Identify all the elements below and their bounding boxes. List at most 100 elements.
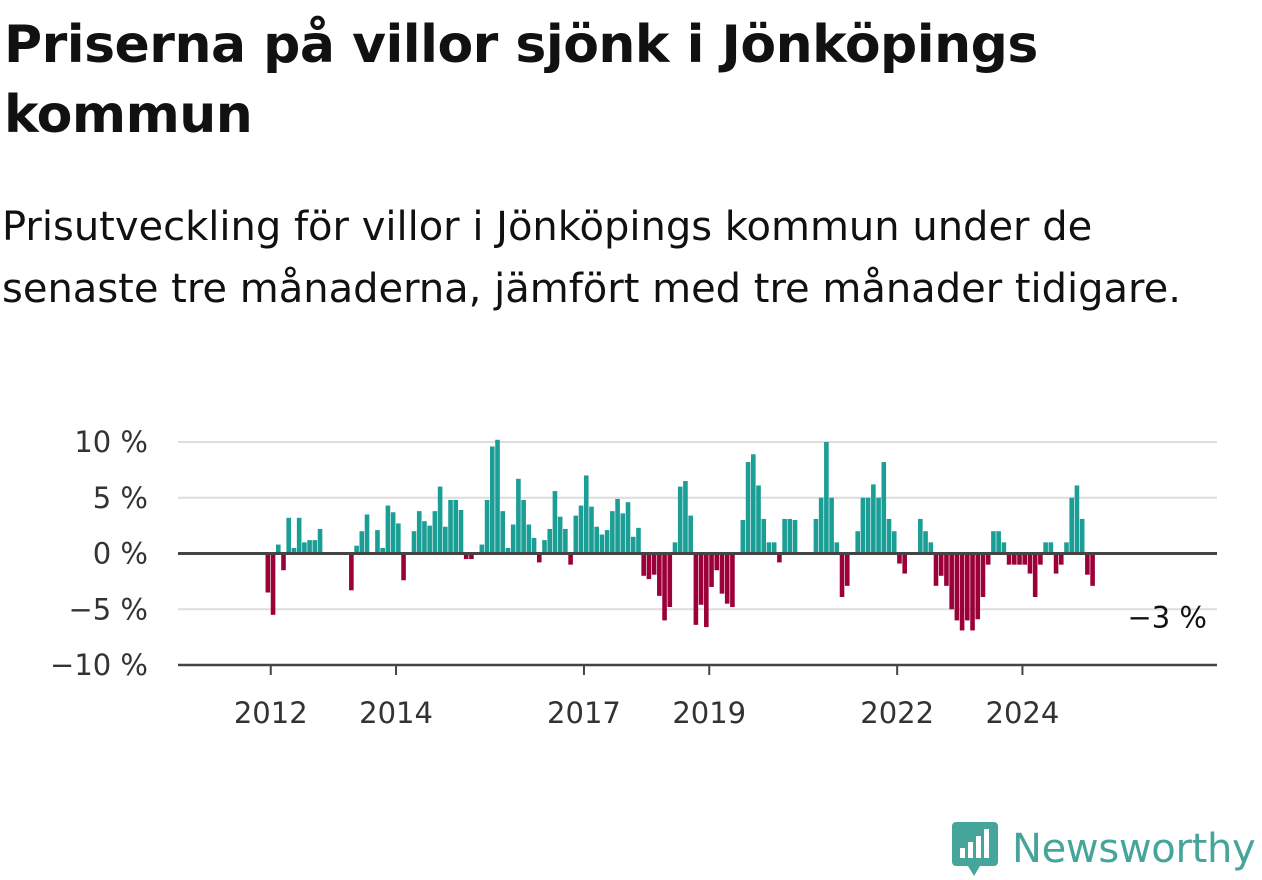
- bar: [1027, 553, 1033, 574]
- end-value-label: −3 %: [1127, 600, 1207, 634]
- bar: [349, 553, 354, 591]
- bar: [1017, 553, 1022, 565]
- bar: [380, 547, 385, 554]
- bar: [302, 542, 307, 554]
- bar: [500, 511, 506, 554]
- bar: [782, 518, 787, 554]
- bar: [594, 526, 599, 554]
- bar: [745, 462, 751, 554]
- bar: [860, 497, 866, 554]
- bar: [991, 531, 996, 554]
- bar: [719, 553, 725, 594]
- bar: [1074, 485, 1080, 554]
- bar: [599, 534, 605, 554]
- bar: [740, 520, 746, 554]
- bar: [651, 553, 657, 575]
- bar: [709, 553, 714, 587]
- bar: [829, 497, 834, 554]
- bar: [672, 542, 678, 554]
- bar: [270, 553, 276, 615]
- chart-subtitle: Prisutveckling för villor i Jönköpings k…: [2, 204, 1181, 312]
- bar: [390, 512, 396, 554]
- brand: Newsworthy: [950, 818, 1256, 880]
- bar: [443, 526, 448, 554]
- bar: [385, 505, 391, 554]
- bar: [683, 481, 688, 554]
- bar: [761, 518, 767, 554]
- bar: [928, 542, 934, 554]
- y-tick-label: 0 %: [93, 537, 148, 571]
- bar: [557, 516, 563, 554]
- bar: [965, 553, 970, 621]
- bar: [573, 515, 579, 554]
- bar: [484, 499, 490, 554]
- bar: [688, 515, 693, 554]
- bar: [312, 540, 318, 554]
- bar-chart: 10 % 5 % 0 % −5 % −10 % 2012 2014 2017 2019 2022 2…: [50, 425, 1217, 730]
- bar: [469, 553, 474, 560]
- bar: [693, 553, 699, 625]
- bar: [281, 553, 286, 571]
- y-tick-label: 5 %: [93, 481, 148, 515]
- bar: [1069, 497, 1075, 554]
- bar: [646, 553, 652, 580]
- bar: [949, 553, 954, 610]
- bar: [777, 553, 782, 563]
- bar: [463, 553, 469, 560]
- bar: [871, 484, 876, 554]
- bar: [641, 553, 646, 576]
- newsworthy-logo-icon: [952, 822, 998, 876]
- bar: [698, 553, 704, 605]
- bar: [458, 510, 464, 554]
- bar: [317, 528, 323, 554]
- bar: [771, 542, 777, 554]
- bar: [730, 553, 735, 608]
- bar: [286, 517, 292, 554]
- x-tick-label: 2014: [359, 696, 433, 730]
- bar: [531, 537, 537, 554]
- bar: [1043, 542, 1048, 554]
- bar: [490, 446, 495, 554]
- bar: [630, 536, 636, 554]
- bar: [291, 547, 297, 554]
- bar: [1085, 553, 1090, 575]
- bar: [756, 485, 761, 554]
- bar: [610, 511, 615, 554]
- y-tick-label: 10 %: [74, 425, 148, 459]
- bar: [855, 531, 860, 554]
- bar: [886, 518, 892, 554]
- bar: [536, 553, 542, 563]
- x-tick-label: 2019: [672, 696, 746, 730]
- bar: [521, 499, 526, 554]
- bar: [1012, 553, 1017, 565]
- bar: [766, 542, 772, 554]
- bar: [359, 531, 365, 554]
- bar: [944, 553, 949, 586]
- bar: [563, 528, 568, 554]
- bar: [625, 502, 631, 554]
- bar: [427, 525, 432, 554]
- bar: [677, 486, 683, 554]
- bar: [813, 518, 819, 554]
- bar: [437, 486, 443, 554]
- bar: [834, 542, 840, 554]
- bar: [902, 553, 907, 574]
- bar: [495, 439, 500, 554]
- bar: [1058, 553, 1064, 565]
- bar: [985, 553, 991, 565]
- bar: [959, 553, 965, 631]
- bar: [432, 511, 438, 554]
- bar: [547, 528, 553, 554]
- bar: [479, 544, 485, 554]
- bar: [505, 547, 511, 554]
- bar: [568, 553, 573, 565]
- bar: [516, 478, 521, 554]
- bar: [938, 553, 944, 576]
- bar: [839, 553, 845, 597]
- bar: [954, 553, 960, 621]
- bar: [724, 553, 730, 604]
- bar: [844, 553, 850, 586]
- bar: [1001, 542, 1007, 554]
- bar: [897, 553, 902, 564]
- bar: [411, 531, 417, 554]
